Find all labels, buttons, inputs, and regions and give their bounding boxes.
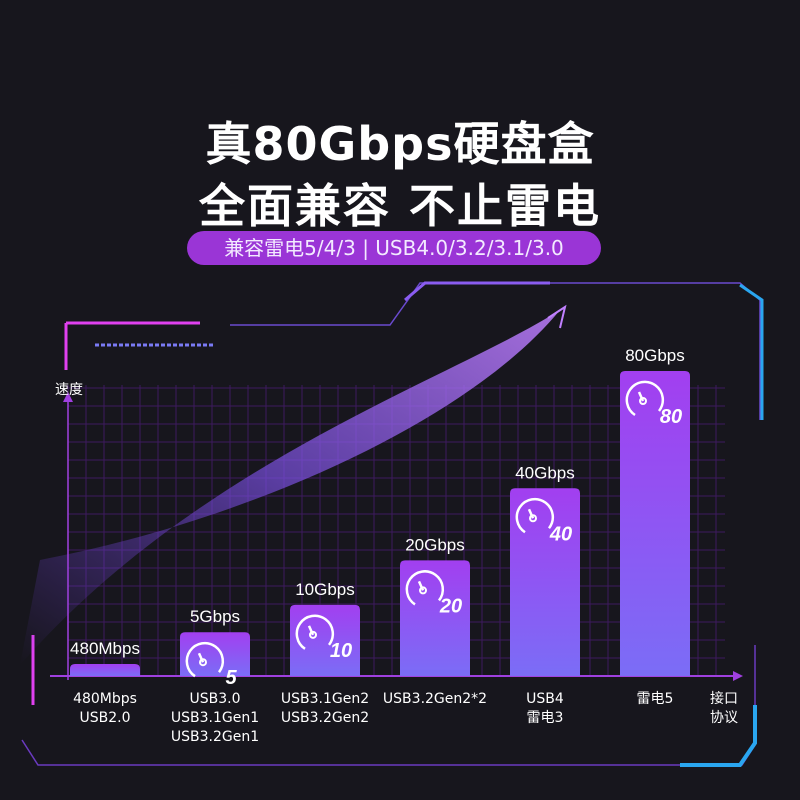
bar-3	[400, 560, 470, 676]
icon-number: 40	[549, 523, 572, 545]
compatibility-badge: 兼容雷电5/4/3 | USB4.0/3.2/3.1/3.0	[187, 231, 601, 265]
data-label: 80Gbps	[625, 346, 685, 365]
bar-0	[70, 664, 140, 676]
frame-decoration	[20, 281, 764, 767]
bar-2	[290, 604, 360, 676]
speedometer-icon: 80	[625, 380, 682, 428]
speedometer-icon: 5	[185, 641, 237, 689]
bar-1	[180, 632, 250, 676]
category-label: USB3.0 USB3.1Gen1 USB3.2Gen1	[170, 691, 260, 745]
icon-number: 20	[439, 595, 462, 617]
category-label: USB4 雷电3	[526, 691, 564, 726]
data-label: 480Mbps	[70, 639, 140, 658]
category-label: 480Mbps USB2.0	[73, 691, 137, 726]
data-label: 10Gbps	[295, 580, 355, 599]
speedometer-icon: 20	[405, 570, 462, 617]
y-axis-arrow	[63, 392, 73, 402]
icon-number: 10	[330, 640, 352, 662]
y-axis-label: 速度	[55, 382, 83, 398]
category-label: USB3.2Gen2*2	[382, 691, 488, 707]
growth-swoosh	[20, 310, 560, 665]
x-axis-label: 接口 协议	[710, 691, 738, 726]
icon-number: 80	[660, 406, 682, 428]
bar-5	[620, 371, 690, 676]
data-label: 5Gbps	[190, 607, 240, 626]
data-label: 40Gbps	[515, 463, 575, 482]
speedometer-icon: 40	[515, 497, 572, 545]
category-label: USB3.1Gen2 USB3.2Gen2	[280, 691, 370, 726]
icon-number: 5	[225, 667, 237, 689]
category-label: 雷电5	[636, 691, 674, 707]
bar-4	[510, 488, 580, 676]
speedometer-icon: 10	[295, 614, 352, 662]
x-axis-arrow	[733, 671, 743, 681]
subheadline: 全面兼容 不止雷电	[198, 179, 601, 233]
headline: 真80Gbps硬盘盒	[205, 117, 595, 171]
data-label: 20Gbps	[405, 535, 465, 554]
